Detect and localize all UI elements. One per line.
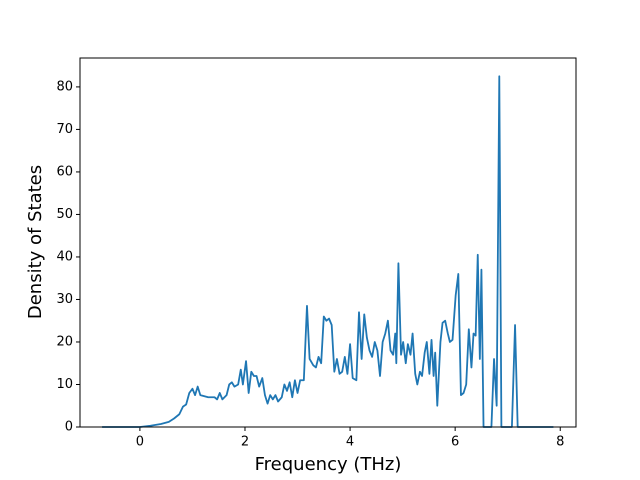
y-tick-label: 60 — [56, 164, 73, 179]
y-tick-label: 80 — [56, 79, 73, 94]
y-axis-label: Density of States — [25, 165, 46, 319]
x-tick-label: 8 — [556, 435, 564, 450]
x-tick-label: 0 — [136, 435, 144, 450]
line — [102, 75, 554, 428]
y-tick-label: 10 — [56, 377, 73, 392]
y-tick-label: 0 — [65, 420, 73, 435]
x-axis-label: Frequency (THz) — [255, 454, 402, 475]
y-tick-label: 70 — [56, 122, 73, 137]
x-tick-label: 4 — [346, 435, 354, 450]
x-tick-label: 6 — [451, 435, 459, 450]
axes-frame — [79, 57, 577, 428]
x-tick-label: 2 — [241, 435, 249, 450]
y-tick-label: 20 — [56, 334, 73, 349]
y-tick-label: 40 — [56, 249, 73, 264]
y-tick-label: 30 — [56, 292, 73, 307]
y-tick-label: 50 — [56, 207, 73, 222]
